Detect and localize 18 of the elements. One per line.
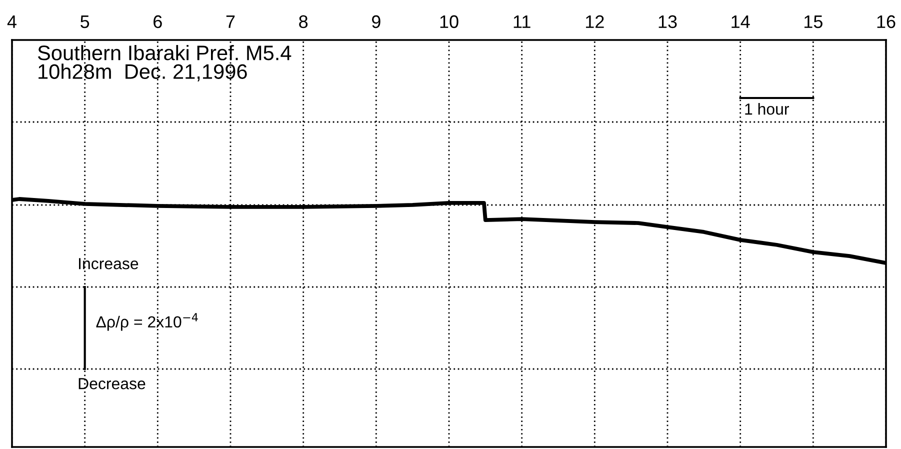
text: 1 hour — [745, 103, 789, 115]
x-tick-label: 4 — [7, 16, 16, 28]
annotation: Δρ/ρ = 2x10$^{−4}$ — [96, 313, 198, 331]
x-tick-label: 15 — [804, 16, 822, 28]
x-tick-label: 8 — [299, 15, 308, 28]
text: Southern Ibaraki Pref. M5.4 10h28m Dec. 21,1996 — [38, 45, 292, 82]
x-tick-label: 9 — [372, 15, 380, 28]
x-tick-label: 6 — [154, 15, 162, 28]
x-tick-label: 7 — [226, 16, 235, 28]
x-tick-label: 12 — [586, 15, 604, 28]
x-tick-label: 16 — [877, 15, 896, 28]
annotation: Decrease — [78, 378, 146, 390]
x-tick-label: 13 — [658, 15, 677, 28]
x-tick-label: 10 — [440, 15, 458, 28]
x-tick-label: 14 — [732, 16, 750, 28]
x-tick-label: 5 — [80, 16, 90, 28]
x-tick-label: 11 — [514, 16, 530, 28]
annotation: Increase — [79, 258, 138, 270]
